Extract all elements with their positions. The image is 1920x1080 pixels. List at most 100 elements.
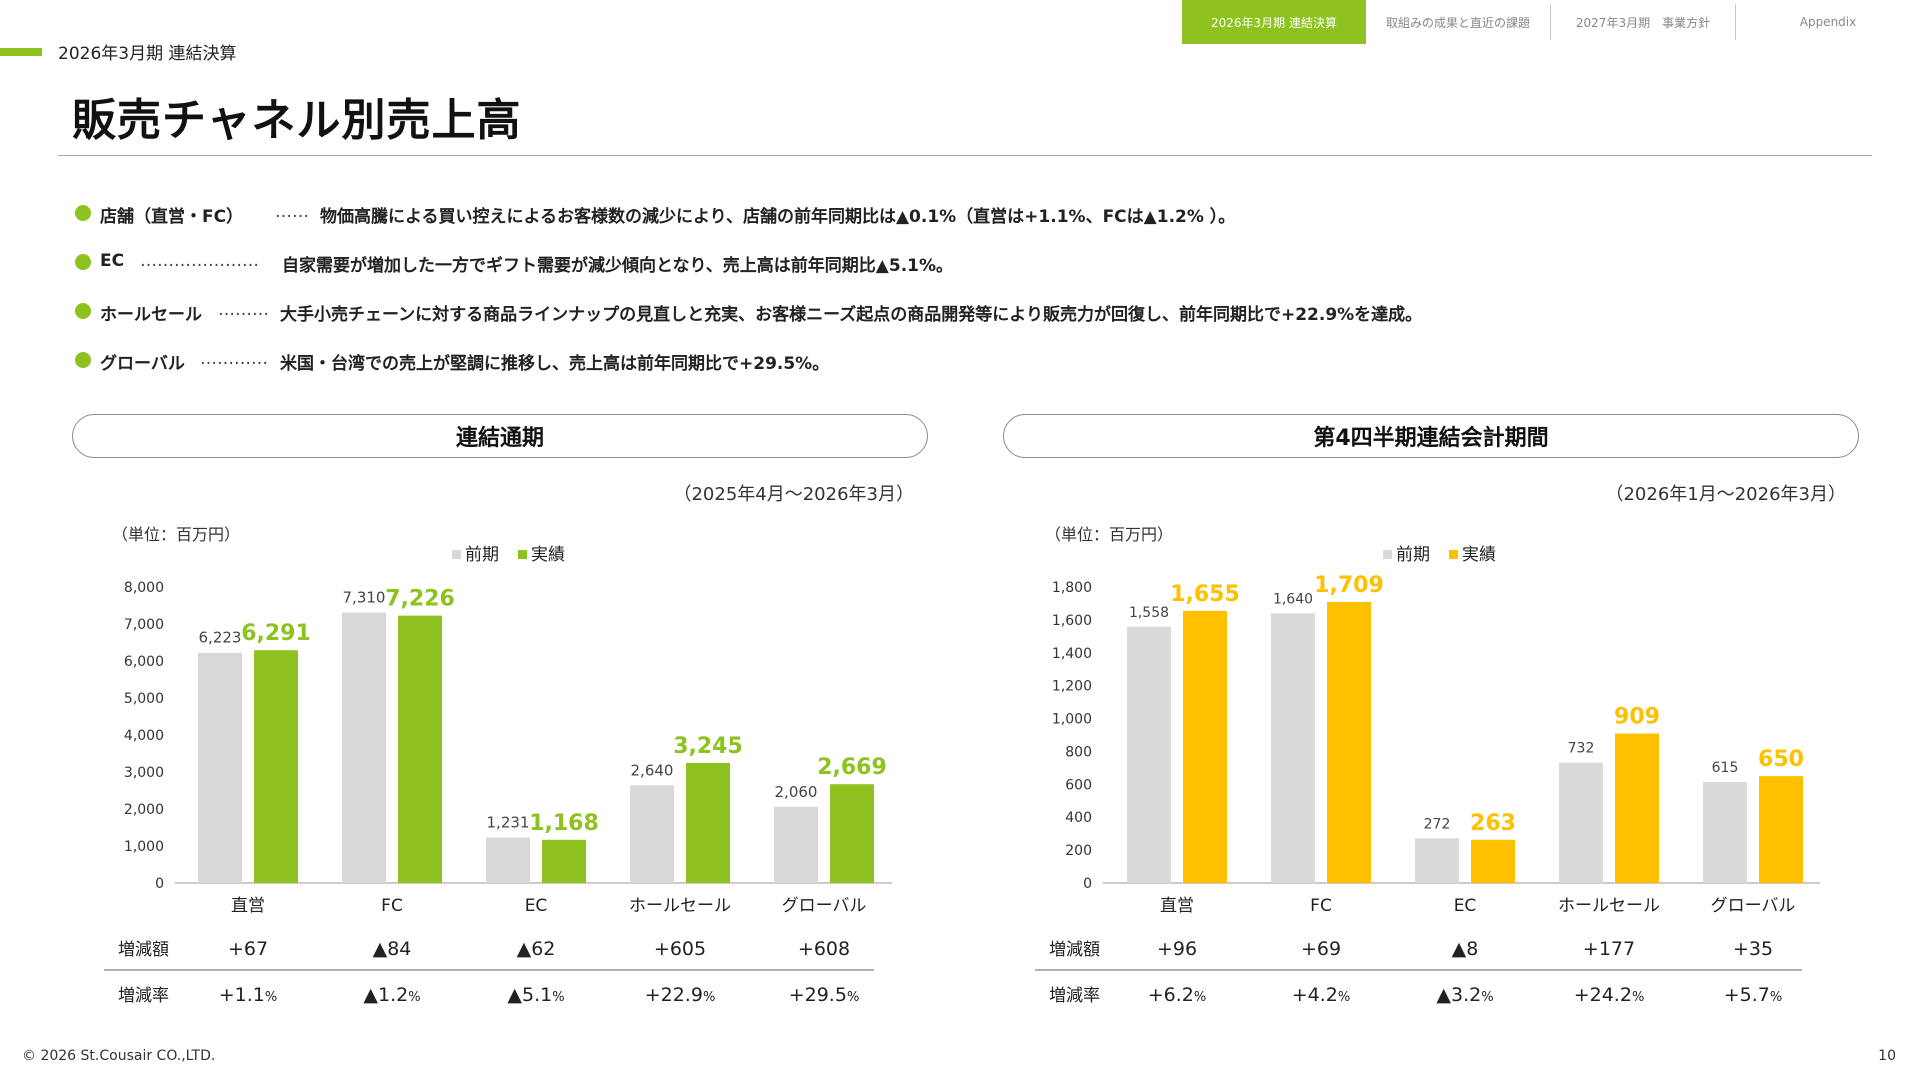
data-label-prior: 1,640 bbox=[1273, 591, 1313, 607]
bar-actual bbox=[1615, 733, 1659, 883]
y-tick-label: 0 bbox=[1083, 876, 1092, 892]
page-number: 10 bbox=[1878, 1048, 1896, 1064]
bar-prior bbox=[486, 837, 530, 883]
data-label-actual: 6,291 bbox=[241, 621, 311, 646]
table-cell: +69 bbox=[1301, 938, 1341, 960]
data-label-actual: 263 bbox=[1470, 811, 1516, 836]
nav-tab-results[interactable]: 2026年3月期 連結決算 bbox=[1182, 0, 1366, 44]
table-cell: ▲5.1% bbox=[507, 984, 564, 1006]
x-tick-label: グローバル bbox=[782, 896, 867, 916]
bar-prior bbox=[1127, 626, 1171, 883]
bar-actual bbox=[1471, 839, 1515, 883]
x-tick-label: FC bbox=[381, 896, 403, 916]
table-cell: +29.5% bbox=[789, 984, 860, 1006]
title-divider bbox=[58, 155, 1872, 156]
data-label-prior: 7,310 bbox=[343, 589, 386, 607]
nav-tab-initiatives[interactable]: 取組みの成果と直近の課題 bbox=[1385, 15, 1530, 30]
y-tick-label: 1,000 bbox=[1052, 712, 1092, 728]
nav-divider bbox=[1735, 4, 1736, 40]
y-tick-label: 1,000 bbox=[124, 839, 164, 855]
x-tick-label: 直営 bbox=[1160, 896, 1194, 916]
table-cell-suffix: % bbox=[1194, 990, 1206, 1005]
data-label-prior: 1,558 bbox=[1129, 605, 1169, 621]
table-cell-suffix: % bbox=[408, 990, 420, 1005]
table-cell: ▲62 bbox=[517, 938, 556, 960]
table-cell: +96 bbox=[1157, 938, 1197, 960]
y-tick-label: 5,000 bbox=[124, 691, 164, 707]
table-cell: +608 bbox=[798, 938, 850, 960]
bar-prior bbox=[342, 612, 386, 883]
bullet-dot-icon bbox=[75, 352, 91, 368]
unit-label: （単位：百万円） bbox=[112, 525, 240, 544]
legend-label: 実績 bbox=[1462, 545, 1496, 565]
section-label: 2026年3月期 連結決算 bbox=[58, 44, 237, 64]
data-label-prior: 732 bbox=[1568, 741, 1595, 757]
data-label-actual: 2,669 bbox=[817, 755, 887, 780]
bullet-item-wholesale: ホールセール ……… 大手小売チェーンに対する商品ラインナップの見直しと充実、お… bbox=[75, 300, 1875, 349]
data-label-actual: 1,655 bbox=[1170, 582, 1240, 607]
legend-label: 実績 bbox=[531, 545, 565, 565]
bullet-leader: …… bbox=[275, 202, 309, 222]
y-tick-label: 1,200 bbox=[1052, 679, 1092, 695]
table-cell-suffix: % bbox=[265, 990, 277, 1005]
table-cell: +24.2% bbox=[1574, 984, 1645, 1006]
bar-actual bbox=[1759, 776, 1803, 883]
x-tick-label: FC bbox=[1310, 896, 1332, 916]
data-label-actual: 650 bbox=[1758, 747, 1804, 772]
y-tick-label: 7,000 bbox=[124, 617, 164, 633]
bar-actual bbox=[542, 839, 586, 883]
table-cell-suffix: % bbox=[703, 990, 715, 1005]
nav-divider bbox=[1550, 4, 1551, 40]
bullet-leader: ……… bbox=[218, 300, 269, 320]
page-title: 販売チャネル別売上高 bbox=[72, 95, 522, 146]
bullet-label: グローバル bbox=[100, 354, 185, 374]
bar-prior bbox=[1415, 838, 1459, 883]
table-row-label: 増減率 bbox=[118, 986, 169, 1006]
nav-tab-appendix[interactable]: Appendix bbox=[1799, 15, 1857, 29]
y-tick-label: 800 bbox=[1065, 744, 1092, 760]
table-cell: ▲84 bbox=[373, 938, 412, 960]
bar-actual bbox=[830, 784, 874, 883]
table-row-label: 増減額 bbox=[1049, 940, 1100, 960]
table-row-label: 増減率 bbox=[1049, 986, 1100, 1006]
table-cell: +6.2% bbox=[1148, 984, 1207, 1006]
bullet-text: 自家需要が増加した一方でギフト需要が減少傾向となり、売上高は前年同期比▲5.1%… bbox=[282, 256, 954, 276]
bullet-label: ホールセール bbox=[100, 305, 202, 325]
nav-tab-policy[interactable]: 2027年3月期 事業方針 bbox=[1575, 15, 1711, 30]
y-tick-label: 8,000 bbox=[124, 580, 164, 596]
y-tick-label: 400 bbox=[1065, 810, 1092, 826]
data-label-prior: 615 bbox=[1712, 760, 1739, 776]
bullet-text: 物価高騰による買い控えによるお客様数の減少により、店舗の前年同期比は▲0.1%（… bbox=[320, 207, 1236, 227]
bar-actual bbox=[1327, 601, 1371, 883]
bar-prior bbox=[630, 785, 674, 883]
bullet-list: 店舗（直営・FC） …… 物価高騰による買い控えによるお客様数の減少により、店舗… bbox=[75, 202, 1875, 398]
y-tick-label: 6,000 bbox=[124, 654, 164, 670]
period-full-year: （2025年4月～2026年3月） bbox=[673, 484, 914, 505]
bar-actual bbox=[254, 650, 298, 883]
table-cell: +177 bbox=[1583, 938, 1635, 960]
data-label-actual: 909 bbox=[1614, 705, 1660, 730]
x-tick-label: 直営 bbox=[231, 896, 265, 916]
data-label-actual: 1,168 bbox=[529, 811, 599, 836]
y-tick-label: 1,600 bbox=[1052, 613, 1092, 629]
panel-title-full-year: 連結通期 bbox=[72, 414, 928, 458]
bar-prior bbox=[198, 652, 242, 883]
data-label-actual: 3,245 bbox=[673, 734, 743, 759]
table-cell: ▲3.2% bbox=[1436, 984, 1493, 1006]
x-tick-label: ホールセール bbox=[629, 896, 731, 916]
bar-prior bbox=[1559, 762, 1603, 883]
table-cell: +4.2% bbox=[1292, 984, 1351, 1006]
y-tick-label: 600 bbox=[1065, 777, 1092, 793]
x-tick-label: EC bbox=[525, 896, 548, 916]
table-cell: +605 bbox=[654, 938, 706, 960]
bullet-leader: ………… bbox=[200, 349, 268, 369]
legend-swatch bbox=[518, 550, 527, 559]
bullet-label: 店舗（直営・FC） bbox=[100, 207, 244, 227]
legend-swatch bbox=[452, 550, 461, 559]
table-cell: ▲1.2% bbox=[363, 984, 420, 1006]
table-cell-suffix: % bbox=[1632, 990, 1644, 1005]
bar-prior bbox=[1271, 613, 1315, 883]
table-cell: +1.1% bbox=[219, 984, 278, 1006]
table-cell-suffix: % bbox=[1770, 990, 1782, 1005]
y-tick-label: 0 bbox=[155, 876, 164, 892]
